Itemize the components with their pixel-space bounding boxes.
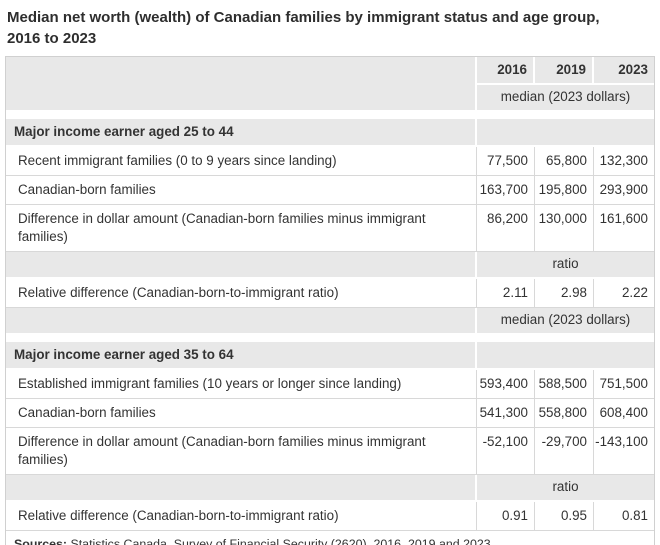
value-cell-2023: 608,400 [594,399,654,428]
table-row-dollar-difference-2: Difference in dollar amount (Canadian-bo… [6,428,654,475]
unit-label-median-2: median (2023 dollars) [477,308,654,335]
value-cell-2016: 541,300 [477,399,535,428]
table-row-established-immigrant: Established immigrant families (10 years… [6,370,654,399]
table-row-relative-difference-2: Relative difference (Canadian-born-to-im… [6,502,654,531]
value-cell-2019: 0.95 [535,502,594,531]
section-header-25-44-empty-cell [477,112,654,147]
value-cell-2016: 86,200 [477,205,535,252]
unit-label-ratio-2: ratio [477,475,654,502]
table-row-recent-immigrant: Recent immigrant families (0 to 9 years … [6,147,654,176]
row-label-dollar-difference-1: Difference in dollar amount (Canadian-bo… [6,205,477,252]
table-container: 2016 2019 2023 median (2023 dollars) Maj… [5,56,655,545]
unit-row-median-2: median (2023 dollars) [6,308,654,335]
row-label-established-immigrant: Established immigrant families (10 years… [6,370,477,399]
value-cell-2023: 0.81 [594,502,654,531]
row-label-recent-immigrant: Recent immigrant families (0 to 9 years … [6,147,477,176]
section-header-row-35-64: Major income earner aged 35 to 64 [6,335,654,370]
unit-row-ratio-2-stub [6,475,477,502]
unit-row-ratio-2: ratio [6,475,654,502]
value-cell-2016: 2.11 [477,279,535,308]
row-label-canadian-born-2: Canadian-born families [6,399,477,428]
value-cell-2016: -52,100 [477,428,535,475]
unit-label-median-1: median (2023 dollars) [477,85,654,112]
value-cell-2019: 2.98 [535,279,594,308]
sources-text: Statistics Canada, Survey of Financial S… [67,537,495,545]
row-label-dollar-difference-2: Difference in dollar amount (Canadian-bo… [6,428,477,475]
value-cell-2019: 195,800 [535,176,594,205]
value-cell-2016: 163,700 [477,176,535,205]
page-title: Median net worth (wealth) of Canadian fa… [7,7,654,49]
row-label-relative-difference-2: Relative difference (Canadian-born-to-im… [6,502,477,531]
net-worth-table: 2016 2019 2023 median (2023 dollars) Maj… [6,57,654,545]
year-header-2019: 2019 [535,57,594,85]
year-header-2023: 2023 [594,57,654,85]
sources-cell: Sources: Statistics Canada, Survey of Fi… [6,531,654,545]
section-header-35-64: Major income earner aged 35 to 64 [6,335,477,370]
year-header-row: 2016 2019 2023 [6,57,654,112]
unit-row-median-1: median (2023 dollars) [6,85,654,112]
value-cell-2023: 751,500 [594,370,654,399]
value-cell-2016: 77,500 [477,147,535,176]
unit-row-ratio-1: ratio [6,252,654,279]
stub-head-cell [6,57,477,112]
table-row-canadian-born-2: Canadian-born families 541,300 558,800 6… [6,399,654,428]
section-header-35-64-empty-cell [477,335,654,370]
value-cell-2019: -29,700 [535,428,594,475]
row-label-canadian-born-1: Canadian-born families [6,176,477,205]
year-header-2016: 2016 [477,57,535,85]
section-header-25-44: Major income earner aged 25 to 44 [6,112,477,147]
sources-label: Sources: [14,537,68,545]
value-cell-2019: 130,000 [535,205,594,252]
table-row-relative-difference-1: Relative difference (Canadian-born-to-im… [6,279,654,308]
unit-label-ratio-1: ratio [477,252,654,279]
page-title-line2: 2016 to 2023 [7,30,97,47]
section-header-row-25-44: Major income earner aged 25 to 44 [6,112,654,147]
value-cell-2023: 132,300 [594,147,654,176]
sources-row: Sources: Statistics Canada, Survey of Fi… [6,531,654,545]
unit-row-ratio-1-stub [6,252,477,279]
unit-row-median-2-stub [6,308,477,335]
value-cell-2016: 0.91 [477,502,535,531]
value-cell-2023: -143,100 [594,428,654,475]
value-cell-2023: 293,900 [594,176,654,205]
table-row-canadian-born-1: Canadian-born families 163,700 195,800 2… [6,176,654,205]
page-title-line1: Median net worth (wealth) of Canadian fa… [7,9,600,26]
value-cell-2016: 593,400 [477,370,535,399]
table-row-dollar-difference-1: Difference in dollar amount (Canadian-bo… [6,205,654,252]
value-cell-2019: 588,500 [535,370,594,399]
value-cell-2023: 2.22 [594,279,654,308]
value-cell-2023: 161,600 [594,205,654,252]
row-label-relative-difference-1: Relative difference (Canadian-born-to-im… [6,279,477,308]
value-cell-2019: 65,800 [535,147,594,176]
value-cell-2019: 558,800 [535,399,594,428]
